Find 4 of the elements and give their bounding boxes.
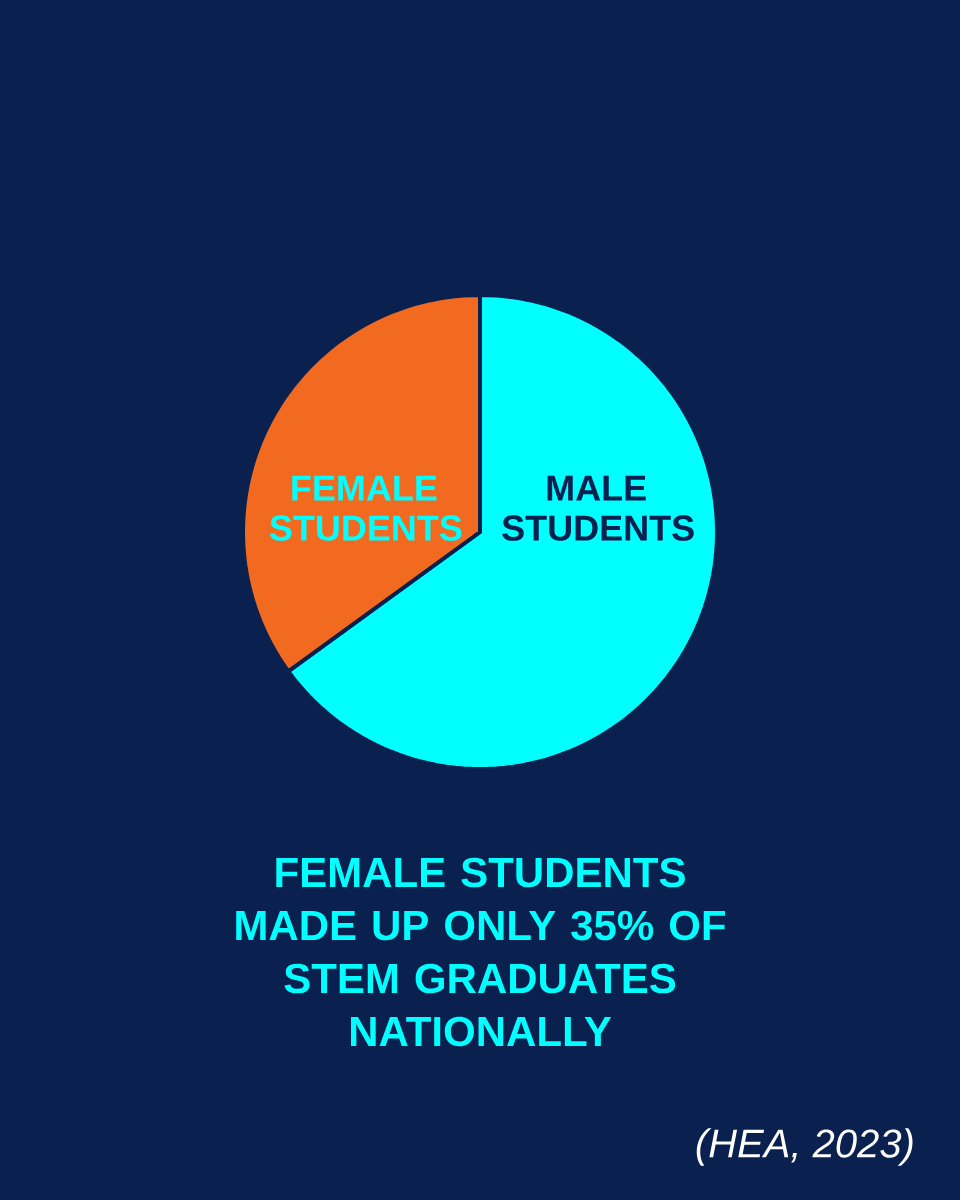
text: (HEA, 2023) <box>696 1128 913 1166</box>
slice-label: FEMALE STUDENTS <box>269 475 462 541</box>
text: FEMALE STUDENTS MADE UP ONLY 35% OF STEM GRADUATES NATIONALLY <box>236 857 726 1047</box>
slice-label: MALE STUDENTS <box>502 475 694 541</box>
